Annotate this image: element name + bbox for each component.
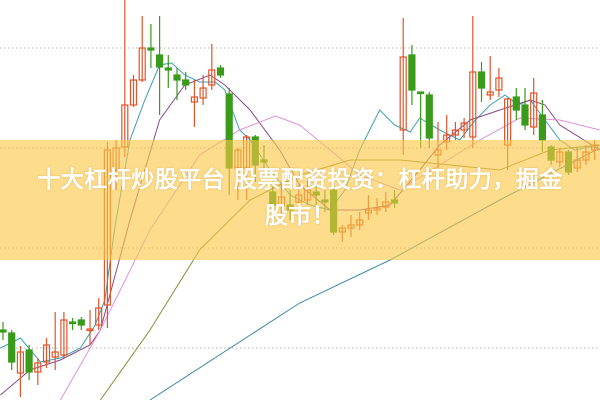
candle-body xyxy=(164,67,172,71)
candle xyxy=(208,44,216,90)
candle xyxy=(408,45,416,105)
candle xyxy=(129,75,138,107)
headline-line-1: 十大杠杆炒股平台 股票配资投资：杠杆助力，掘金 xyxy=(37,167,563,193)
candle xyxy=(417,91,425,148)
candle xyxy=(451,122,459,140)
candle xyxy=(182,72,190,90)
candle-body xyxy=(16,351,24,374)
candle-body xyxy=(51,351,59,358)
candle xyxy=(216,65,225,78)
headline-line-2: 股市！ xyxy=(264,203,336,229)
candle-body xyxy=(95,307,103,326)
candle-body xyxy=(0,329,7,333)
candle xyxy=(51,312,59,370)
candle-body xyxy=(486,91,494,96)
candle xyxy=(164,55,172,88)
candle xyxy=(477,62,486,102)
candle xyxy=(77,317,85,330)
candle-body xyxy=(147,47,155,51)
candle-body xyxy=(451,129,459,136)
candle-body xyxy=(216,67,225,76)
candle-body xyxy=(182,79,190,86)
candle xyxy=(495,68,503,97)
candle-body xyxy=(129,79,138,106)
candle-body xyxy=(156,54,164,68)
candle xyxy=(156,16,164,115)
headline-banner xyxy=(0,140,600,260)
candle xyxy=(173,68,181,100)
candle xyxy=(34,358,42,385)
candle xyxy=(486,56,494,100)
candle-body xyxy=(477,71,486,89)
candle-body xyxy=(425,94,433,139)
candle xyxy=(8,330,16,370)
candle xyxy=(68,318,77,330)
candle xyxy=(147,24,155,68)
candle xyxy=(512,88,520,120)
candle xyxy=(25,345,33,380)
candle-body xyxy=(173,74,181,81)
headline: 十大杠杆炒股平台 股票配资投资：杠杆助力，掘金 股市！ xyxy=(0,162,600,234)
candle xyxy=(425,92,433,148)
candle-body xyxy=(417,91,425,95)
candle-body xyxy=(469,71,477,138)
candle-body xyxy=(34,362,42,373)
candle-body xyxy=(399,56,407,131)
candle xyxy=(16,346,24,397)
candle-body xyxy=(538,114,547,141)
candle xyxy=(86,310,94,345)
candle xyxy=(95,298,103,330)
candle xyxy=(138,16,146,82)
candle-body xyxy=(77,319,85,326)
candle xyxy=(0,322,7,340)
candle xyxy=(399,18,407,155)
candle xyxy=(42,338,51,368)
candle-body xyxy=(530,92,538,128)
candle-body xyxy=(86,328,94,332)
candle xyxy=(530,78,538,135)
candle-body xyxy=(521,104,529,126)
candle-body xyxy=(460,122,468,131)
candle xyxy=(60,312,68,358)
candle-body xyxy=(190,96,198,103)
candle xyxy=(190,80,198,127)
candle-body xyxy=(512,96,520,111)
candle-body xyxy=(8,332,16,363)
candle-body xyxy=(495,77,503,91)
candle-body xyxy=(138,47,146,81)
candle-body xyxy=(208,69,216,86)
candle-body xyxy=(408,54,416,91)
candle xyxy=(469,16,477,148)
candle-body xyxy=(68,321,77,325)
candle xyxy=(121,0,129,157)
candle xyxy=(521,88,529,130)
candle xyxy=(460,118,468,138)
candle xyxy=(199,75,207,105)
candle-body xyxy=(199,87,207,99)
candle-body xyxy=(42,344,51,363)
candle-body xyxy=(25,349,33,373)
candle-body xyxy=(504,98,512,146)
candle-body xyxy=(60,319,68,356)
